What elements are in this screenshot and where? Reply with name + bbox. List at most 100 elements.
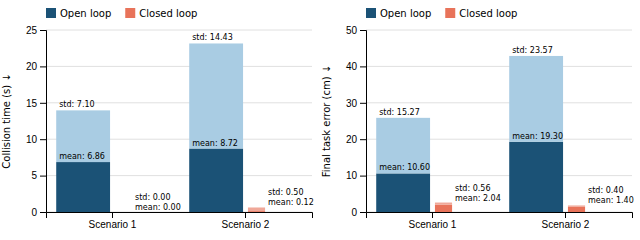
legend-swatch bbox=[46, 8, 56, 18]
x-axis: Scenario 1 Scenario 2 bbox=[367, 212, 633, 230]
tick: Scenario 2 bbox=[222, 212, 270, 230]
tick: 5 bbox=[31, 170, 46, 181]
bar-mean bbox=[189, 149, 243, 212]
y-axis: 0 10 20 30 40 50 bbox=[346, 25, 367, 218]
tick-mark bbox=[360, 66, 366, 67]
tick: 10 bbox=[26, 134, 46, 145]
tick: 30 bbox=[346, 98, 366, 109]
legend-label: Open loop bbox=[380, 8, 431, 19]
bar-std bbox=[568, 205, 585, 206]
tick-mark bbox=[40, 212, 46, 213]
tick-label: 5 bbox=[31, 170, 37, 181]
legend-label: Closed loop bbox=[139, 8, 197, 19]
legend: Open loop Closed loop bbox=[366, 8, 517, 19]
bar-mean bbox=[115, 212, 132, 213]
data-labels: mean: 6.86std: 7.10mean: 8.72std: 14.43m… bbox=[59, 33, 314, 212]
tick-label: Scenario 1 bbox=[89, 219, 137, 230]
axis-title: Collision time (s) ↓ bbox=[1, 73, 12, 168]
data-label: std: 23.57 bbox=[512, 46, 553, 55]
grid-line bbox=[46, 30, 312, 31]
bar-mean bbox=[56, 162, 110, 212]
tick-mark bbox=[40, 176, 46, 177]
bars bbox=[56, 43, 265, 212]
legend-label: Open loop bbox=[60, 8, 111, 19]
grid-line bbox=[366, 102, 632, 103]
axis-line bbox=[367, 213, 633, 219]
bars bbox=[376, 56, 585, 212]
tick: 0 bbox=[31, 207, 46, 218]
legend: Open loop Closed loop bbox=[46, 8, 197, 19]
tick-mark bbox=[112, 212, 113, 218]
tick: 20 bbox=[26, 61, 46, 72]
tick-label: Scenario 2 bbox=[222, 219, 270, 230]
tick-label: Scenario 1 bbox=[409, 219, 457, 230]
tick-mark bbox=[40, 66, 46, 67]
legend-item: Closed loop bbox=[445, 8, 517, 19]
tick-label: 30 bbox=[346, 98, 358, 109]
legend-item: Open loop bbox=[366, 8, 431, 19]
tick-mark bbox=[360, 30, 366, 31]
tick: 40 bbox=[346, 61, 366, 72]
axis-title: Final task error (cm) ↓ bbox=[321, 65, 332, 177]
tick-mark bbox=[40, 139, 46, 140]
grid-line bbox=[366, 30, 632, 31]
tick-label: 20 bbox=[26, 61, 38, 72]
bar-std bbox=[376, 118, 430, 174]
tick-label: 20 bbox=[346, 134, 358, 145]
tick: 0 bbox=[351, 207, 366, 218]
tick-mark bbox=[360, 176, 366, 177]
tick-label: 50 bbox=[346, 25, 358, 36]
tick-label: 10 bbox=[26, 134, 38, 145]
bar-std bbox=[56, 110, 110, 162]
bar-std bbox=[115, 212, 132, 213]
legend-swatch bbox=[366, 8, 376, 18]
grid bbox=[46, 30, 312, 212]
tick: Scenario 1 bbox=[89, 212, 137, 230]
y-axis: 0 5 10 15 20 25 bbox=[26, 25, 47, 218]
tick-label: 0 bbox=[351, 207, 357, 218]
tick-mark bbox=[360, 103, 366, 104]
tick-mark bbox=[360, 139, 366, 140]
tick: 10 bbox=[346, 170, 366, 181]
legend-item: Closed loop bbox=[125, 8, 197, 19]
tick-label: 0 bbox=[31, 207, 37, 218]
tick-mark bbox=[40, 103, 46, 104]
grid-line bbox=[366, 66, 632, 67]
bar-std bbox=[509, 56, 563, 142]
tick-label: Scenario 2 bbox=[542, 219, 590, 230]
tick: Scenario 2 bbox=[542, 212, 590, 230]
axis-line bbox=[40, 31, 47, 213]
data-label: mean: 19.30 bbox=[512, 132, 563, 141]
data-label: std: 14.43 bbox=[192, 33, 233, 42]
data-label: mean: 8.72 bbox=[192, 139, 238, 148]
bar-mean bbox=[509, 142, 563, 212]
tick-label: 15 bbox=[26, 98, 38, 109]
tick-label: 40 bbox=[346, 61, 358, 72]
tick: 25 bbox=[26, 25, 46, 36]
bar-std bbox=[248, 207, 265, 211]
bar-mean bbox=[568, 207, 585, 212]
data-label: mean: 10.60 bbox=[379, 163, 430, 172]
tick-mark bbox=[360, 212, 366, 213]
x-axis: Scenario 1 Scenario 2 bbox=[47, 212, 313, 230]
legend-label: Closed loop bbox=[459, 8, 517, 19]
data-label: mean: 0.00 bbox=[135, 203, 181, 212]
chart-svg: mean: 6.86std: 7.10mean: 8.72std: 14.43m… bbox=[0, 0, 640, 240]
tick-mark bbox=[432, 212, 433, 218]
bar-mean bbox=[376, 173, 430, 212]
data-label: mean: 0.12 bbox=[268, 198, 314, 207]
tick-label: 25 bbox=[26, 25, 38, 36]
legend-swatch bbox=[125, 8, 135, 18]
data-labels: mean: 10.60std: 15.27mean: 19.30std: 23.… bbox=[379, 46, 634, 205]
tick-label: 10 bbox=[346, 170, 358, 181]
grid-line bbox=[46, 66, 312, 67]
tick-mark bbox=[40, 30, 46, 31]
axis-line bbox=[360, 31, 367, 213]
data-label: std: 0.56 bbox=[455, 184, 490, 193]
data-label: mean: 6.86 bbox=[59, 152, 105, 161]
tick-mark bbox=[245, 212, 246, 218]
panel: mean: 6.86std: 7.10mean: 8.72std: 14.43m… bbox=[1, 8, 314, 230]
bar-std bbox=[189, 43, 243, 148]
data-label: mean: 1.40 bbox=[588, 196, 634, 205]
data-label: std: 0.40 bbox=[588, 186, 623, 195]
